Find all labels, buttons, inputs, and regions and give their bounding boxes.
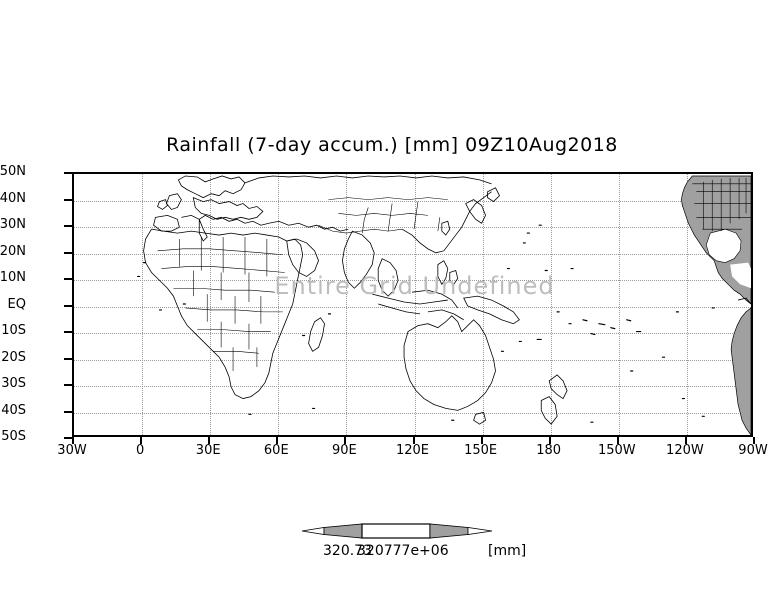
- coastlines-and-borders: [137, 175, 751, 425]
- x-axis-tick-mark: [480, 437, 483, 444]
- y-axis-tick-mark: [64, 278, 72, 280]
- x-axis-tick-label: 180: [536, 443, 562, 458]
- gridline-horizontal: [74, 359, 751, 361]
- y-axis-tick-mark: [64, 357, 72, 360]
- y-axis-tick-label: 50N: [0, 164, 26, 179]
- x-axis-tick-mark: [548, 437, 551, 444]
- gridline-vertical: [210, 174, 212, 435]
- page-title: Rainfall (7-day accum.) [mm] 09Z10Aug201…: [166, 134, 618, 156]
- x-axis-tick-mark: [72, 437, 74, 444]
- x-axis-tick-label: 120E: [395, 443, 430, 458]
- x-axis-tick-mark: [140, 437, 143, 444]
- colorbar-graphic: [301, 523, 493, 539]
- map-canvas: Entire Grid Undefined: [74, 174, 751, 435]
- y-axis-tick-mark: [64, 172, 72, 174]
- x-axis-tick-mark: [684, 437, 687, 444]
- gridline-horizontal: [74, 306, 751, 308]
- y-axis-tick-mark: [64, 331, 72, 333]
- map-plot-area[interactable]: Entire Grid Undefined: [72, 172, 753, 437]
- x-axis-tick-mark: [753, 437, 755, 444]
- x-axis-tick-mark: [344, 437, 347, 444]
- x-axis-tick-mark: [276, 437, 279, 444]
- gridline-vertical: [278, 174, 280, 435]
- colorbar-label-min: 320.73: [323, 543, 372, 559]
- y-axis-tick-mark: [64, 437, 72, 439]
- x-axis-tick-label: 150W: [597, 443, 636, 458]
- gridline-horizontal: [74, 280, 751, 281]
- colorbar-units-label: [mm]: [488, 543, 527, 559]
- y-axis-tick-mark: [64, 384, 72, 386]
- gridline-vertical: [142, 174, 144, 435]
- y-axis-tick-label: 20S: [1, 349, 26, 365]
- gridline-horizontal: [74, 333, 751, 334]
- y-axis-tick-label: 20N: [0, 243, 26, 259]
- x-axis-tick-label: 90W: [738, 443, 768, 458]
- y-axis-tick-mark: [64, 251, 72, 254]
- y-axis-tick-mark: [64, 410, 72, 413]
- y-axis-tick-label: 40S: [1, 402, 26, 418]
- colorbar[interactable]: [300, 519, 496, 543]
- gridline-vertical: [550, 174, 552, 435]
- x-axis-tick-label: 30E: [195, 443, 221, 458]
- y-axis-tick-mark: [64, 225, 72, 227]
- x-axis-tick-label: 120W: [666, 443, 704, 458]
- x-axis-tick-mark: [616, 437, 619, 444]
- gridline-horizontal: [74, 386, 751, 387]
- x-axis-tick-label: 30W: [57, 443, 87, 458]
- y-axis-tick-label: 30S: [1, 376, 26, 391]
- y-axis-tick-label: 40N: [0, 190, 26, 206]
- x-axis-tick-mark: [412, 437, 415, 444]
- y-axis-tick-label: 50S: [1, 429, 26, 444]
- gridline-horizontal: [74, 227, 751, 228]
- gridline-vertical: [618, 174, 620, 435]
- x-axis-tick-label: 90E: [332, 443, 357, 458]
- colorbar-label-max: 320777e+06: [357, 543, 449, 559]
- y-axis-tick-mark: [64, 198, 72, 201]
- gridline-vertical: [482, 174, 484, 435]
- x-axis-tick-label: 150E: [464, 443, 498, 458]
- gridline-horizontal: [74, 200, 751, 202]
- gridline-horizontal: [74, 253, 751, 255]
- shaded-region-north-america: [681, 175, 751, 435]
- x-axis-tick-label: 60E: [263, 443, 289, 458]
- gridline-vertical: [414, 174, 416, 435]
- y-axis-tick-label: 10S: [1, 323, 26, 338]
- y-axis-tick-label: 30N: [0, 217, 26, 232]
- x-axis-tick-label: 0: [135, 443, 145, 458]
- map-geometry: [137, 175, 751, 435]
- y-axis-tick-mark: [64, 304, 72, 307]
- y-axis-tick-label: EQ: [7, 296, 26, 312]
- gridline-horizontal: [74, 412, 751, 414]
- gridline-vertical: [686, 174, 688, 435]
- gridline-vertical: [346, 174, 348, 435]
- x-axis-tick-mark: [208, 437, 211, 444]
- y-axis-tick-label: 10N: [0, 270, 26, 285]
